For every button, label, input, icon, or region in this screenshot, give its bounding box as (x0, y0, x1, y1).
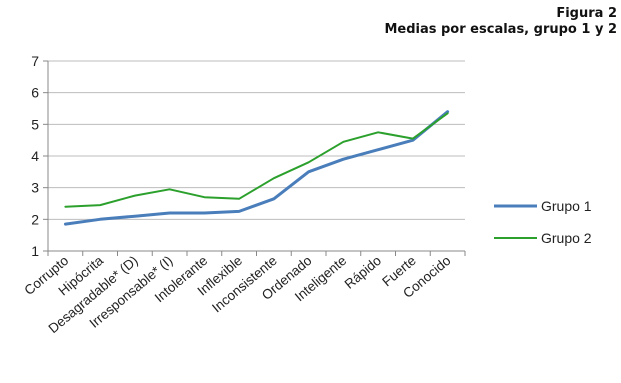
y-tick-label: 2 (31, 211, 39, 227)
series-lines (63, 110, 450, 226)
legend: Grupo 1 Grupo 2 (494, 198, 592, 246)
figure-heading: Figura 2 Medias por escalas, grupo 1 y 2 (384, 6, 617, 38)
y-tick-labels: 1 2 3 4 5 6 7 (31, 53, 39, 259)
legend-label-1: Grupo 1 (541, 198, 592, 214)
y-tick-label: 4 (31, 148, 39, 164)
series-line-1 (63, 110, 450, 226)
figure-title: Medias por escalas, grupo 1 y 2 (384, 22, 617, 37)
figure-number: Figura 2 (556, 6, 617, 21)
x-tick-label: Rápido (342, 253, 384, 292)
y-tick-label: 7 (31, 53, 39, 69)
y-tick-label: 5 (31, 116, 39, 132)
series-line-2 (64, 112, 449, 208)
axes (43, 60, 466, 256)
y-tick-label: 1 (31, 243, 39, 259)
gridlines (48, 60, 465, 252)
legend-label-2: Grupo 2 (541, 230, 592, 246)
y-tick-label: 3 (31, 180, 39, 196)
y-tick-label: 6 (31, 85, 39, 101)
